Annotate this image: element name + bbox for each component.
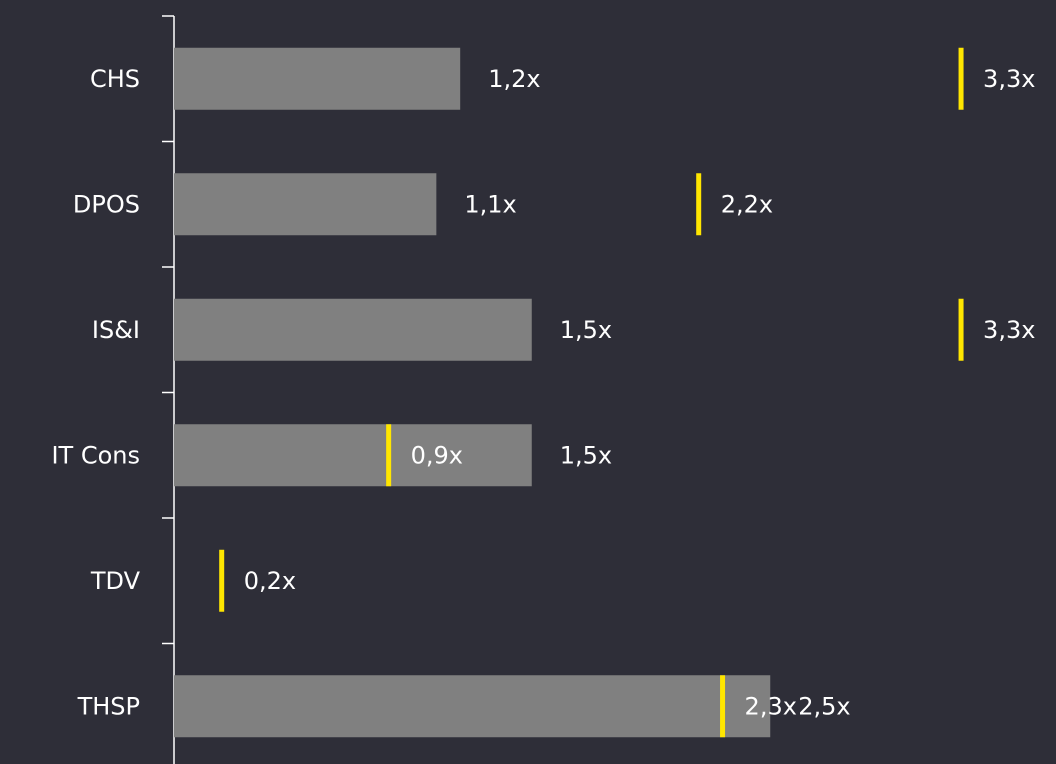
bar-value-label: 2,5x: [798, 692, 850, 720]
category-label: DPOS: [73, 190, 140, 218]
marker-line: [958, 47, 964, 110]
marker-line: [958, 298, 964, 361]
bar: [174, 675, 771, 738]
marker-value-label: 3,3x: [983, 316, 1035, 344]
marker-value-label: 0,9x: [411, 441, 463, 469]
category-label: THSP: [77, 692, 140, 720]
marker-line: [720, 675, 726, 738]
bar: [174, 424, 532, 487]
category-label: CHS: [90, 65, 140, 93]
marker-line: [696, 173, 702, 236]
marker-value-label: 0,2x: [244, 567, 296, 595]
marker-line: [219, 549, 225, 612]
bar-value-label: 1,5x: [560, 441, 612, 469]
marker-line: [386, 424, 392, 487]
bar: [174, 173, 437, 236]
bar-value-label: 1,5x: [560, 316, 612, 344]
marker-value-label: 2,2x: [721, 190, 773, 218]
category-label: TDV: [90, 567, 141, 595]
bar-value-label: 1,2x: [488, 65, 540, 93]
bar: [174, 298, 532, 361]
category-label: IS&I: [92, 316, 140, 344]
bar: [174, 47, 461, 110]
category-label: IT Cons: [51, 441, 140, 469]
bar-value-label: 1,1x: [464, 190, 516, 218]
marker-value-label: 3,3x: [983, 65, 1035, 93]
marker-value-label: 2,3x: [745, 692, 797, 720]
